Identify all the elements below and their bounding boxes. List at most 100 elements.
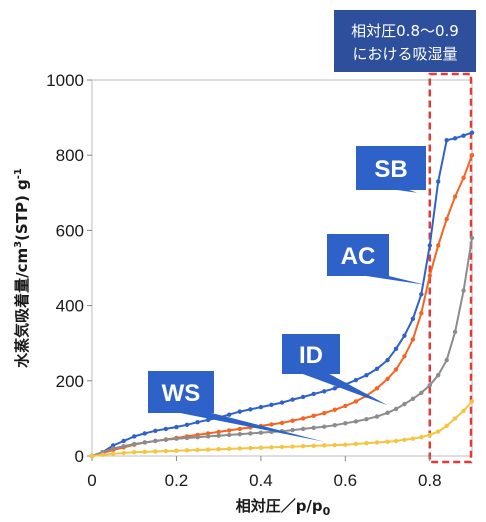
data-point	[237, 409, 242, 414]
data-point	[427, 383, 432, 388]
data-point	[461, 288, 466, 293]
data-point	[132, 450, 137, 455]
label-box	[282, 334, 340, 374]
data-point	[269, 422, 274, 427]
data-point	[279, 420, 285, 426]
data-point	[444, 137, 449, 143]
x-axis-title: 相対圧／p/p0	[236, 497, 331, 518]
data-point	[444, 423, 449, 429]
data-point	[153, 449, 158, 454]
y-axis-title-part-2: (STP) g	[13, 179, 31, 241]
data-point	[132, 434, 137, 439]
data-point	[290, 418, 295, 423]
label-box	[327, 234, 389, 276]
data-point	[311, 425, 316, 430]
y-tick-label: 1000	[46, 71, 84, 90]
data-point	[322, 410, 327, 416]
x-tick-label: 0	[87, 471, 96, 490]
data-point	[248, 407, 253, 412]
label-text: WS	[162, 380, 201, 407]
data-point	[248, 445, 253, 451]
data-point	[290, 427, 295, 433]
data-point	[436, 179, 441, 184]
data-point	[402, 354, 407, 359]
data-point	[469, 153, 475, 158]
data-point	[311, 443, 316, 449]
series-label-layer: SB AC ID WS	[148, 146, 426, 442]
callout-line-2: における吸湿量	[352, 45, 457, 63]
data-point	[452, 329, 458, 335]
data-point	[332, 407, 337, 412]
series-label-id: ID	[282, 334, 388, 406]
data-point	[110, 443, 116, 448]
x-axis-title-main: 相対圧／p/p	[236, 497, 323, 515]
data-point	[436, 243, 441, 248]
data-point	[374, 440, 380, 445]
data-point	[444, 216, 449, 222]
data-point	[311, 391, 316, 397]
data-point	[452, 416, 458, 421]
tick-layer: 0 0.2 0.4 0.6 0.8 0 200 400 600 800 1000	[46, 71, 441, 490]
data-point	[461, 408, 466, 414]
data-point	[419, 435, 424, 440]
data-point	[427, 273, 432, 278]
data-point	[121, 444, 126, 449]
data-point	[322, 389, 327, 394]
highlight-callout: 相対圧0.8～0.9 における吸湿量	[334, 10, 476, 72]
y-tick-label: 200	[56, 372, 84, 391]
data-point	[300, 394, 306, 400]
data-point	[452, 136, 458, 141]
data-point	[374, 366, 380, 371]
y-tick-label: 0	[75, 447, 84, 466]
series-label-ac: AC	[327, 234, 426, 285]
data-point	[419, 310, 424, 316]
data-point	[393, 438, 399, 444]
data-point	[121, 438, 126, 444]
y-axis-title: 水蒸気吸着量/cm3(STP) g-1	[13, 168, 31, 368]
data-point	[364, 416, 369, 422]
data-point	[343, 442, 348, 447]
label-box	[356, 146, 426, 190]
data-point	[300, 426, 306, 432]
data-point	[427, 432, 432, 438]
series-ws	[89, 399, 475, 459]
data-point	[322, 443, 327, 448]
data-point	[269, 402, 274, 408]
data-point	[393, 346, 399, 352]
data-point	[142, 440, 147, 445]
data-point	[469, 130, 475, 135]
data-point	[374, 414, 380, 419]
data-point	[100, 452, 105, 458]
data-point	[237, 446, 242, 451]
data-point	[216, 429, 221, 435]
data-point	[290, 444, 295, 449]
data-point	[110, 451, 116, 456]
data-point	[258, 404, 264, 410]
label-box	[148, 371, 214, 413]
data-point	[452, 194, 458, 199]
label-text: SB	[374, 156, 407, 183]
data-point	[402, 333, 407, 338]
label-pointer	[160, 409, 325, 442]
data-point	[427, 243, 432, 248]
data-point	[110, 446, 116, 451]
data-point	[343, 403, 348, 409]
data-point	[364, 441, 369, 446]
data-point	[364, 372, 369, 378]
callout-line-1: 相対圧0.8～0.9	[351, 22, 459, 40]
y-axis-title-sup-2: -1	[13, 168, 24, 179]
data-point	[374, 386, 380, 391]
data-point	[205, 434, 211, 439]
data-point	[436, 372, 441, 378]
data-point	[290, 397, 295, 402]
data-point	[237, 426, 242, 432]
highlight-band	[428, 72, 473, 464]
data-point	[205, 447, 211, 452]
data-point	[300, 416, 306, 421]
data-point	[153, 428, 158, 434]
data-point	[353, 377, 359, 383]
data-point	[184, 448, 190, 453]
data-point	[353, 441, 359, 447]
data-point	[343, 421, 348, 426]
data-point	[300, 444, 306, 449]
